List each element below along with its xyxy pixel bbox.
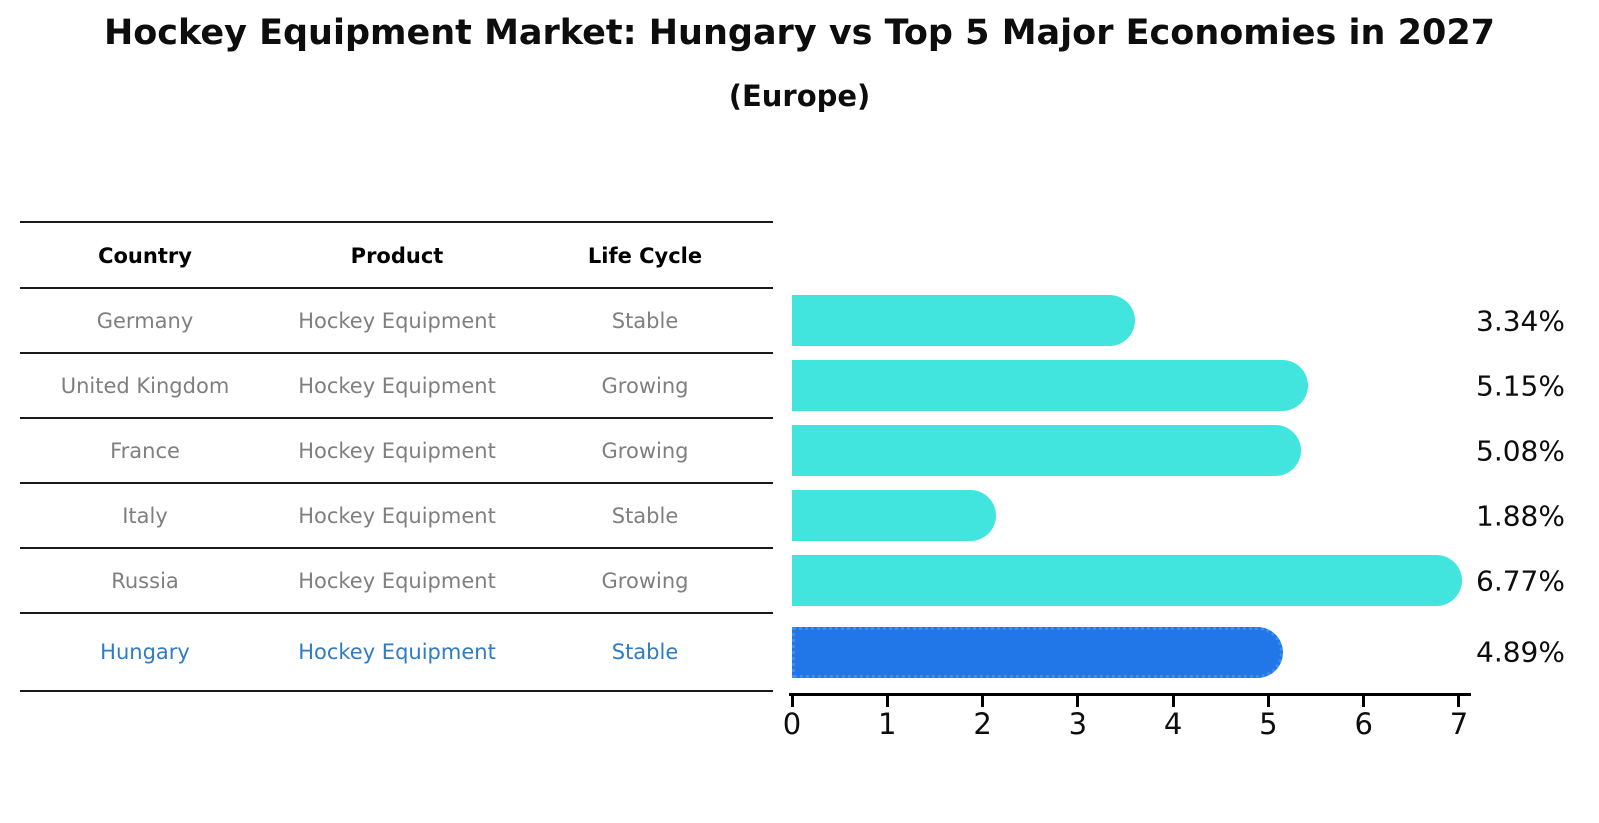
table-row-rule bbox=[20, 417, 773, 419]
x-tick-label: 3 bbox=[1068, 707, 1088, 741]
x-tick-label: 0 bbox=[782, 707, 802, 741]
x-tick bbox=[1171, 696, 1175, 707]
table-header-product: Product bbox=[350, 244, 444, 268]
chart-subtitle: (Europe) bbox=[728, 79, 871, 113]
bar-france bbox=[792, 425, 1302, 476]
bar-value-label: 4.89% bbox=[1476, 635, 1565, 669]
x-tick-label: 1 bbox=[878, 707, 897, 741]
x-tick bbox=[1266, 696, 1270, 707]
table-cell-country: France bbox=[110, 438, 180, 463]
x-tick-label: 7 bbox=[1449, 707, 1469, 741]
bar-russia bbox=[792, 555, 1463, 606]
bar-value-label: 6.77% bbox=[1476, 564, 1565, 597]
table-cell-life_cycle: Stable bbox=[611, 308, 679, 333]
x-tick bbox=[1076, 696, 1080, 707]
table-cell-product: Hockey Equipment bbox=[298, 640, 496, 664]
x-tick-label: 6 bbox=[1354, 707, 1373, 741]
x-tick bbox=[1362, 696, 1366, 707]
table-cell-life_cycle: Stable bbox=[611, 640, 679, 664]
table-row-rule bbox=[20, 482, 773, 484]
bar-value-label: 5.08% bbox=[1476, 434, 1565, 467]
table-row-rule bbox=[20, 352, 773, 354]
bar-value-label: 5.15% bbox=[1476, 369, 1565, 402]
table-bottom-rule bbox=[20, 690, 773, 692]
table-cell-country: Hungary bbox=[100, 640, 190, 664]
chart-title: Hockey Equipment Market: Hungary vs Top … bbox=[103, 13, 1496, 53]
x-tick bbox=[885, 696, 889, 707]
bar-value-label: 3.34% bbox=[1476, 304, 1565, 337]
table-cell-product: Hockey Equipment bbox=[298, 438, 496, 463]
table-header-country: Country bbox=[98, 244, 192, 268]
table-cell-life_cycle: Growing bbox=[601, 373, 689, 398]
table-cell-country: Germany bbox=[96, 308, 194, 333]
bar-italy bbox=[792, 490, 997, 541]
bar-value-label: 1.88% bbox=[1476, 499, 1565, 532]
table-cell-country: Italy bbox=[122, 503, 168, 528]
bar-germany bbox=[792, 295, 1136, 346]
table-cell-product: Hockey Equipment bbox=[298, 568, 496, 593]
table-cell-life_cycle: Growing bbox=[601, 438, 689, 463]
x-tick-label: 5 bbox=[1259, 707, 1278, 741]
table-cell-product: Hockey Equipment bbox=[298, 373, 496, 398]
table-cell-country: Russia bbox=[111, 568, 179, 593]
table-row-rule bbox=[20, 547, 773, 549]
x-axis-line bbox=[789, 693, 1471, 696]
table-row-rule bbox=[20, 287, 773, 289]
x-tick-label: 4 bbox=[1163, 707, 1183, 741]
x-tick bbox=[1457, 696, 1461, 707]
bar-hungary bbox=[792, 626, 1283, 678]
table-cell-life_cycle: Growing bbox=[601, 568, 689, 593]
table-cell-product: Hockey Equipment bbox=[298, 308, 496, 333]
table-cell-life_cycle: Stable bbox=[611, 503, 679, 528]
table-top-rule bbox=[20, 221, 773, 223]
x-tick bbox=[981, 696, 985, 707]
bar-united-kingdom bbox=[792, 360, 1308, 411]
table-cell-country: United Kingdom bbox=[60, 373, 230, 398]
x-tick-label: 2 bbox=[973, 707, 992, 741]
x-tick bbox=[790, 696, 794, 707]
table-row-rule bbox=[20, 612, 773, 614]
table-cell-product: Hockey Equipment bbox=[298, 503, 496, 528]
table-header-life-cycle: Life Cycle bbox=[587, 244, 703, 268]
